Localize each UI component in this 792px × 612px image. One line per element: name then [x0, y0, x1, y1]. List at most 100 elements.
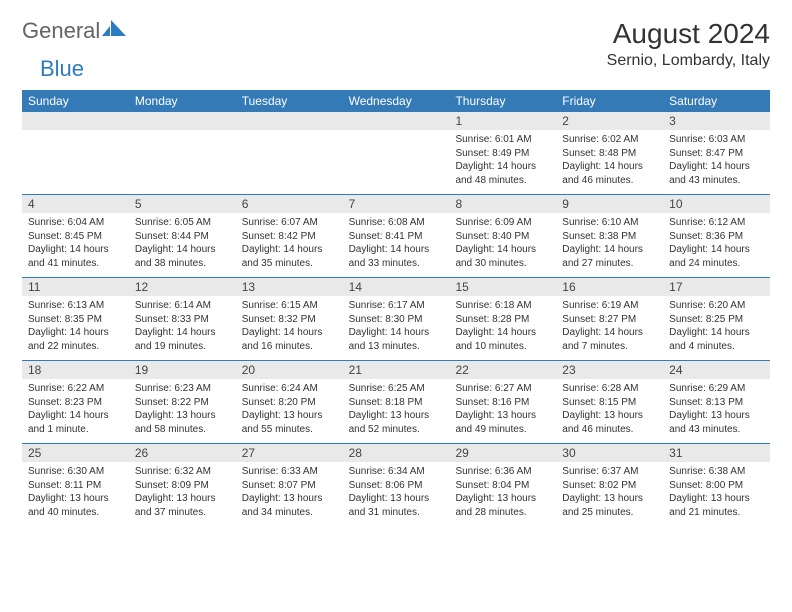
day-cell — [343, 112, 450, 194]
daylight-text: Daylight: 13 hours and 52 minutes. — [349, 409, 444, 436]
week-row: 25Sunrise: 6:30 AMSunset: 8:11 PMDayligh… — [22, 443, 770, 526]
week-row: 18Sunrise: 6:22 AMSunset: 8:23 PMDayligh… — [22, 360, 770, 443]
sunrise-text: Sunrise: 6:04 AM — [28, 216, 123, 230]
day-cell: 27Sunrise: 6:33 AMSunset: 8:07 PMDayligh… — [236, 444, 343, 526]
day-number: 26 — [129, 444, 236, 462]
sunrise-text: Sunrise: 6:10 AM — [562, 216, 657, 230]
day-details: Sunrise: 6:36 AMSunset: 8:04 PMDaylight:… — [449, 462, 556, 523]
brand-logo: General — [22, 18, 130, 44]
day-cell: 1Sunrise: 6:01 AMSunset: 8:49 PMDaylight… — [449, 112, 556, 194]
day-details: Sunrise: 6:30 AMSunset: 8:11 PMDaylight:… — [22, 462, 129, 523]
sunrise-text: Sunrise: 6:05 AM — [135, 216, 230, 230]
day-number: 27 — [236, 444, 343, 462]
day-number: 29 — [449, 444, 556, 462]
daylight-text: Daylight: 14 hours and 30 minutes. — [455, 243, 550, 270]
sunset-text: Sunset: 8:36 PM — [669, 230, 764, 244]
brand-word2: Blue — [40, 56, 84, 82]
day-cell: 13Sunrise: 6:15 AMSunset: 8:32 PMDayligh… — [236, 278, 343, 360]
day-details: Sunrise: 6:25 AMSunset: 8:18 PMDaylight:… — [343, 379, 450, 440]
daylight-text: Daylight: 14 hours and 16 minutes. — [242, 326, 337, 353]
daylight-text: Daylight: 14 hours and 43 minutes. — [669, 160, 764, 187]
day-cell: 9Sunrise: 6:10 AMSunset: 8:38 PMDaylight… — [556, 195, 663, 277]
day-number: 4 — [22, 195, 129, 213]
day-details: Sunrise: 6:20 AMSunset: 8:25 PMDaylight:… — [663, 296, 770, 357]
day-cell: 10Sunrise: 6:12 AMSunset: 8:36 PMDayligh… — [663, 195, 770, 277]
day-details: Sunrise: 6:33 AMSunset: 8:07 PMDaylight:… — [236, 462, 343, 523]
sunrise-text: Sunrise: 6:12 AM — [669, 216, 764, 230]
daylight-text: Daylight: 13 hours and 49 minutes. — [455, 409, 550, 436]
daylight-text: Daylight: 14 hours and 33 minutes. — [349, 243, 444, 270]
sunrise-text: Sunrise: 6:36 AM — [455, 465, 550, 479]
day-cell: 7Sunrise: 6:08 AMSunset: 8:41 PMDaylight… — [343, 195, 450, 277]
day-details: Sunrise: 6:10 AMSunset: 8:38 PMDaylight:… — [556, 213, 663, 274]
sunset-text: Sunset: 8:07 PM — [242, 479, 337, 493]
flag-icon — [102, 20, 128, 43]
daylight-text: Daylight: 14 hours and 10 minutes. — [455, 326, 550, 353]
day-details: Sunrise: 6:02 AMSunset: 8:48 PMDaylight:… — [556, 130, 663, 191]
day-number: 12 — [129, 278, 236, 296]
day-number: 28 — [343, 444, 450, 462]
daylight-text: Daylight: 13 hours and 46 minutes. — [562, 409, 657, 436]
month-title: August 2024 — [607, 18, 770, 50]
day-number: 19 — [129, 361, 236, 379]
daylight-text: Daylight: 13 hours and 28 minutes. — [455, 492, 550, 519]
day-details: Sunrise: 6:14 AMSunset: 8:33 PMDaylight:… — [129, 296, 236, 357]
day-number: 21 — [343, 361, 450, 379]
day-details: Sunrise: 6:19 AMSunset: 8:27 PMDaylight:… — [556, 296, 663, 357]
sunrise-text: Sunrise: 6:19 AM — [562, 299, 657, 313]
sunset-text: Sunset: 8:44 PM — [135, 230, 230, 244]
sunrise-text: Sunrise: 6:32 AM — [135, 465, 230, 479]
sunset-text: Sunset: 8:27 PM — [562, 313, 657, 327]
day-details: Sunrise: 6:27 AMSunset: 8:16 PMDaylight:… — [449, 379, 556, 440]
daylight-text: Daylight: 13 hours and 58 minutes. — [135, 409, 230, 436]
daylight-text: Daylight: 13 hours and 34 minutes. — [242, 492, 337, 519]
sunrise-text: Sunrise: 6:38 AM — [669, 465, 764, 479]
day-details: Sunrise: 6:03 AMSunset: 8:47 PMDaylight:… — [663, 130, 770, 191]
sunset-text: Sunset: 8:22 PM — [135, 396, 230, 410]
day-cell — [129, 112, 236, 194]
daylight-text: Daylight: 14 hours and 7 minutes. — [562, 326, 657, 353]
daylight-text: Daylight: 13 hours and 43 minutes. — [669, 409, 764, 436]
day-cell: 23Sunrise: 6:28 AMSunset: 8:15 PMDayligh… — [556, 361, 663, 443]
sunset-text: Sunset: 8:09 PM — [135, 479, 230, 493]
day-details: Sunrise: 6:32 AMSunset: 8:09 PMDaylight:… — [129, 462, 236, 523]
sunset-text: Sunset: 8:11 PM — [28, 479, 123, 493]
day-header: Thursday — [449, 90, 556, 112]
daylight-text: Daylight: 14 hours and 41 minutes. — [28, 243, 123, 270]
day-number: 20 — [236, 361, 343, 379]
day-header: Tuesday — [236, 90, 343, 112]
sunset-text: Sunset: 8:45 PM — [28, 230, 123, 244]
brand-word1: General — [22, 18, 100, 44]
sunrise-text: Sunrise: 6:34 AM — [349, 465, 444, 479]
sunrise-text: Sunrise: 6:25 AM — [349, 382, 444, 396]
day-number: 2 — [556, 112, 663, 130]
day-details: Sunrise: 6:37 AMSunset: 8:02 PMDaylight:… — [556, 462, 663, 523]
day-cell: 14Sunrise: 6:17 AMSunset: 8:30 PMDayligh… — [343, 278, 450, 360]
day-cell: 5Sunrise: 6:05 AMSunset: 8:44 PMDaylight… — [129, 195, 236, 277]
day-number: 11 — [22, 278, 129, 296]
day-cell: 15Sunrise: 6:18 AMSunset: 8:28 PMDayligh… — [449, 278, 556, 360]
day-number — [236, 112, 343, 130]
sunset-text: Sunset: 8:35 PM — [28, 313, 123, 327]
day-details: Sunrise: 6:07 AMSunset: 8:42 PMDaylight:… — [236, 213, 343, 274]
daylight-text: Daylight: 14 hours and 27 minutes. — [562, 243, 657, 270]
day-cell: 16Sunrise: 6:19 AMSunset: 8:27 PMDayligh… — [556, 278, 663, 360]
day-cell: 2Sunrise: 6:02 AMSunset: 8:48 PMDaylight… — [556, 112, 663, 194]
day-cell: 25Sunrise: 6:30 AMSunset: 8:11 PMDayligh… — [22, 444, 129, 526]
day-details: Sunrise: 6:13 AMSunset: 8:35 PMDaylight:… — [22, 296, 129, 357]
day-cell: 26Sunrise: 6:32 AMSunset: 8:09 PMDayligh… — [129, 444, 236, 526]
day-cell: 19Sunrise: 6:23 AMSunset: 8:22 PMDayligh… — [129, 361, 236, 443]
day-cell: 31Sunrise: 6:38 AMSunset: 8:00 PMDayligh… — [663, 444, 770, 526]
day-number: 24 — [663, 361, 770, 379]
day-details: Sunrise: 6:01 AMSunset: 8:49 PMDaylight:… — [449, 130, 556, 191]
day-number: 14 — [343, 278, 450, 296]
day-details: Sunrise: 6:22 AMSunset: 8:23 PMDaylight:… — [22, 379, 129, 440]
day-details: Sunrise: 6:28 AMSunset: 8:15 PMDaylight:… — [556, 379, 663, 440]
sunset-text: Sunset: 8:25 PM — [669, 313, 764, 327]
daylight-text: Daylight: 14 hours and 13 minutes. — [349, 326, 444, 353]
day-header: Wednesday — [343, 90, 450, 112]
sunrise-text: Sunrise: 6:15 AM — [242, 299, 337, 313]
sunset-text: Sunset: 8:30 PM — [349, 313, 444, 327]
sunrise-text: Sunrise: 6:27 AM — [455, 382, 550, 396]
day-cell: 12Sunrise: 6:14 AMSunset: 8:33 PMDayligh… — [129, 278, 236, 360]
